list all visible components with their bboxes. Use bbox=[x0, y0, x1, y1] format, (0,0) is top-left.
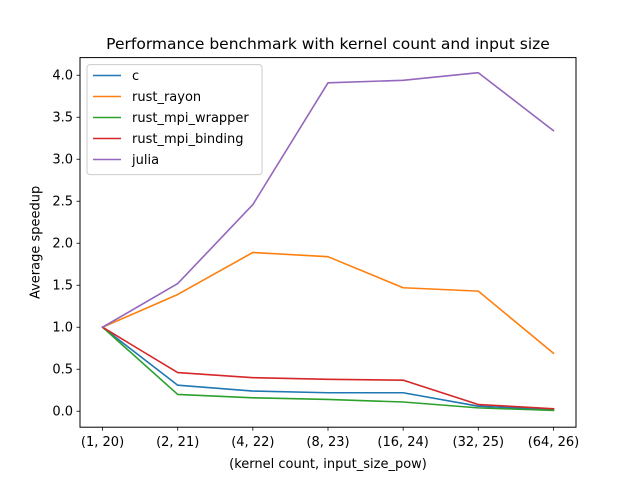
y-tick-label: 1.0 bbox=[52, 321, 73, 336]
legend-label: rust_rayon bbox=[132, 90, 201, 105]
x-tick-label: (1, 20) bbox=[81, 435, 124, 450]
series-line-rust-mpi-binding bbox=[101, 326, 555, 410]
series-line-rust-rayon bbox=[101, 251, 555, 355]
y-axis-label: Average speedup bbox=[29, 186, 44, 299]
y-tick-label: 4.0 bbox=[52, 69, 73, 84]
legend-label: c bbox=[132, 69, 139, 84]
x-axis: (1, 20) (2, 21) (4, 22) (8, 23) (16, 24) (32,… bbox=[81, 427, 579, 450]
chart-title: Performance benchmark with kernel count … bbox=[106, 35, 550, 53]
y-tick-label: 2.0 bbox=[52, 237, 73, 252]
x-tick-label: (4, 22) bbox=[231, 435, 274, 450]
y-axis: 0.0 0.5 1.0 1.5 2.0 2.5 3.0 3.5 4.0 bbox=[52, 69, 80, 420]
legend-label: rust_mpi_wrapper bbox=[132, 111, 249, 126]
legend-box bbox=[86, 64, 263, 176]
x-tick-label: (32, 25) bbox=[453, 435, 505, 450]
legend-label: rust_mpi_binding bbox=[132, 132, 243, 147]
x-tick-label: (16, 24) bbox=[377, 435, 429, 450]
x-axis-label: (kernel count, input_size_pow) bbox=[229, 457, 427, 472]
x-tick-label: (8, 23) bbox=[306, 435, 349, 450]
series-line-c bbox=[101, 326, 555, 411]
series-line-julia bbox=[101, 71, 555, 329]
y-tick-label: 2.5 bbox=[52, 195, 73, 210]
y-tick-label: 3.0 bbox=[52, 153, 73, 168]
y-tick-label: 1.5 bbox=[52, 279, 73, 294]
x-tick-label: (64, 26) bbox=[528, 435, 580, 450]
series-lines bbox=[101, 71, 555, 412]
y-tick-label: 3.5 bbox=[52, 111, 73, 126]
y-tick-label: 0.5 bbox=[52, 363, 73, 378]
x-tick-label: (2, 21) bbox=[156, 435, 199, 450]
y-tick-label: 0.0 bbox=[52, 405, 73, 420]
series-line-rust-mpi-wrapper bbox=[101, 326, 555, 412]
legend-label: julia bbox=[131, 153, 159, 168]
legend: c rust_rayon rust_mpi_wrapper rust_mpi_bind… bbox=[86, 64, 263, 176]
